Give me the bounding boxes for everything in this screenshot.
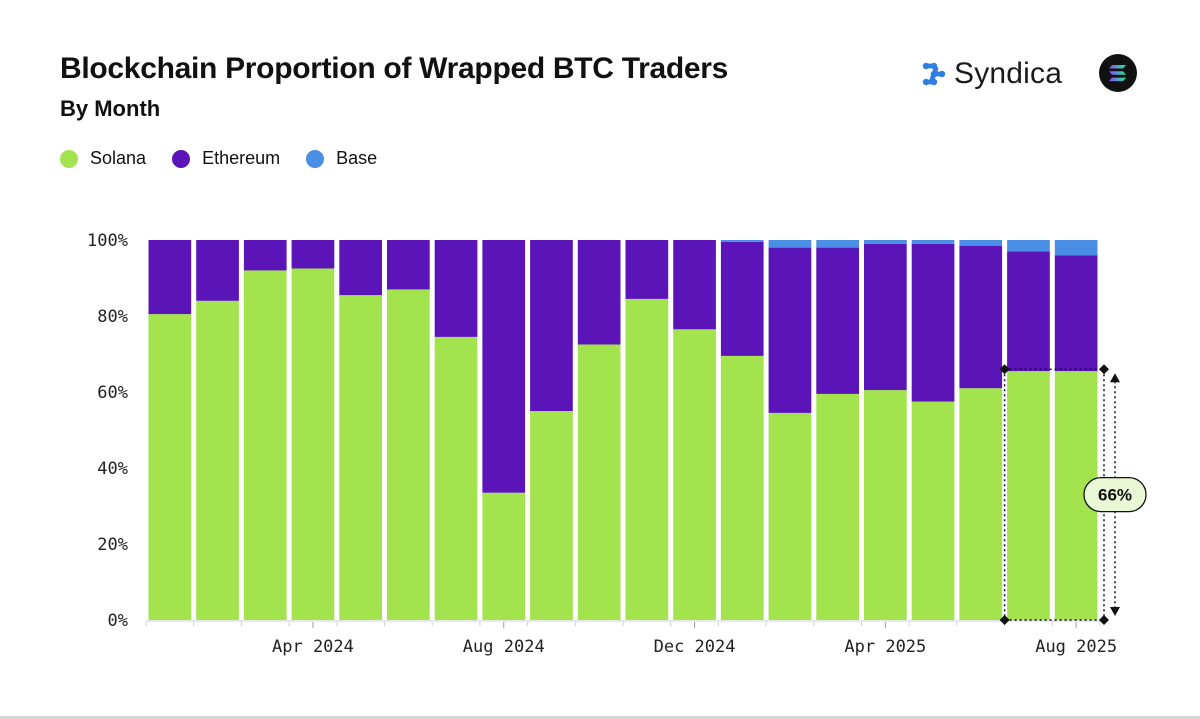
bar-solana-2025-05	[911, 401, 955, 620]
bar-solana-2024-09	[530, 411, 573, 620]
bar-ethereum-2025-07	[1007, 251, 1050, 372]
bar-solana-2024-01	[148, 314, 192, 620]
bar-ethereum-2024-06	[387, 240, 430, 290]
bar-ethereum-2024-12	[673, 240, 716, 330]
bar-solana-2024-02	[196, 300, 239, 620]
x-tick-label: Aug 2025	[1035, 637, 1117, 657]
bar-ethereum-2024-10	[577, 240, 621, 345]
y-tick-label: 20%	[97, 535, 128, 555]
legend-label-base: Base	[336, 148, 378, 168]
bar-solana-2025-03	[816, 393, 859, 620]
legend-label-solana: Solana	[90, 148, 147, 168]
bar-solana-2024-06	[387, 289, 430, 620]
y-tick-label: 100%	[87, 231, 128, 251]
legend-swatch-base	[306, 149, 325, 168]
x-tick-label: Dec 2024	[654, 637, 736, 657]
bar-ethereum-2025-04	[864, 243, 907, 391]
bar-base-2025-02	[768, 240, 812, 248]
y-tick-label: 0%	[108, 611, 128, 631]
legend-swatch-ethereum	[172, 149, 191, 168]
bar-solana-2024-11	[625, 298, 669, 620]
bar-ethereum-2025-08	[1054, 255, 1098, 372]
solana-logo-icon	[1099, 54, 1137, 92]
bar-solana-2025-04	[864, 390, 907, 620]
annotation-marker	[1099, 615, 1109, 625]
bar-ethereum-2025-02	[768, 247, 812, 413]
bar-solana-2024-05	[339, 295, 382, 620]
y-tick-label: 40%	[97, 459, 128, 479]
x-tick-label: Apr 2024	[272, 637, 354, 657]
bar-solana-2024-07	[434, 336, 478, 620]
bar-solana-2025-07	[1007, 371, 1050, 620]
bar-ethereum-2024-09	[530, 240, 573, 411]
legend-swatch-solana	[60, 149, 78, 168]
chart-legend: Solana Ethereum Base	[60, 148, 403, 169]
bar-ethereum-2025-06	[959, 245, 1003, 389]
annotation-label: 66%	[1098, 486, 1132, 505]
annotation-arrow-down	[1110, 607, 1120, 616]
bar-ethereum-2024-02	[196, 240, 239, 301]
bottom-divider	[0, 716, 1200, 719]
bar-ethereum-2025-05	[911, 243, 955, 402]
bar-ethereum-2024-11	[625, 240, 669, 299]
bar-solana-2024-04	[291, 268, 335, 620]
bar-ethereum-2025-03	[816, 247, 859, 394]
bar-solana-2024-10	[577, 344, 621, 620]
bar-base-2025-06	[959, 240, 1003, 246]
bar-solana-2025-06	[959, 388, 1003, 620]
brand-name: Syndica	[954, 57, 1063, 90]
bar-ethereum-2024-04	[291, 240, 335, 269]
y-tick-label: 80%	[97, 307, 128, 327]
bar-base-2025-05	[911, 240, 955, 244]
bar-base-2025-04	[864, 240, 907, 244]
solana-glyph-icon	[1109, 65, 1126, 82]
bar-solana-2024-03	[243, 270, 287, 620]
bar-ethereum-2024-07	[434, 240, 478, 337]
chart-title: Blockchain Proportion of Wrapped BTC Tra…	[60, 52, 728, 85]
bar-ethereum-2024-05	[339, 240, 382, 296]
syndica-logo-icon	[922, 62, 946, 86]
x-tick-label: Apr 2025	[844, 637, 926, 657]
bar-ethereum-2024-08	[482, 240, 526, 493]
bar-base-2025-07	[1007, 240, 1050, 252]
bar-solana-2024-08	[482, 492, 526, 620]
bar-solana-2025-01	[720, 355, 764, 620]
bar-solana-2024-12	[673, 329, 716, 620]
chart-subtitle: By Month	[60, 96, 161, 121]
legend-item-ethereum: Ethereum	[172, 148, 280, 169]
legend-item-base: Base	[306, 148, 377, 169]
syndica-brand: Syndica	[920, 54, 1062, 94]
annotation-marker	[999, 615, 1010, 625]
legend-item-solana: Solana	[60, 148, 146, 169]
bar-base-2025-08	[1054, 240, 1098, 256]
bar-ethereum-2024-01	[148, 240, 192, 315]
annotation-arrow-up	[1110, 373, 1120, 383]
bar-ethereum-2025-01	[720, 241, 764, 356]
annotation-pill	[1083, 476, 1147, 513]
annotation-marker	[1099, 364, 1109, 375]
y-tick-label: 60%	[97, 383, 128, 403]
bar-ethereum-2024-03	[243, 240, 287, 271]
bar-base-2025-01	[720, 240, 764, 242]
bar-solana-2025-02	[768, 412, 812, 620]
x-tick-label: Aug 2024	[463, 637, 545, 657]
bar-base-2025-03	[816, 240, 859, 248]
annotation-marker	[999, 364, 1010, 375]
legend-label-ethereum: Ethereum	[202, 148, 281, 168]
